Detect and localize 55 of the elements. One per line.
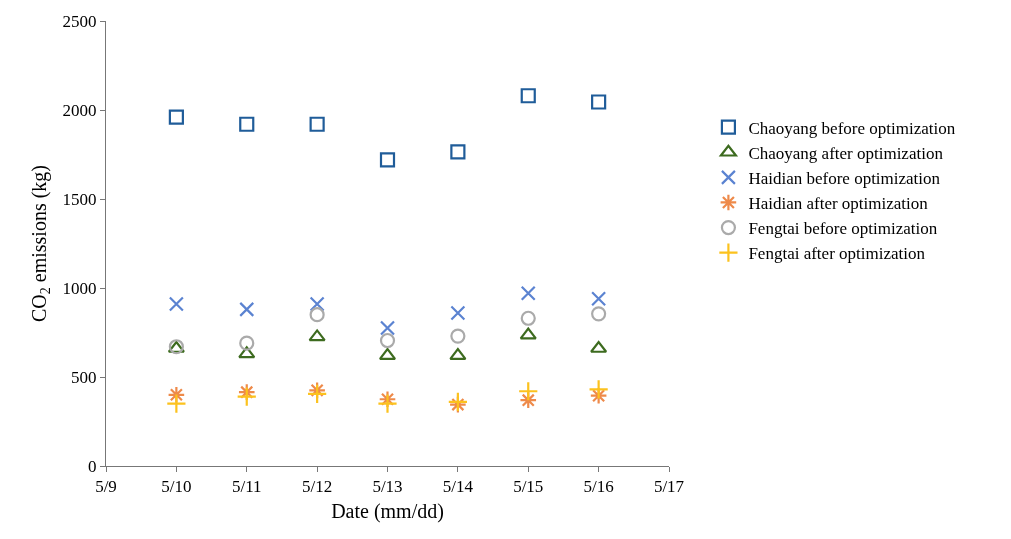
point (518, 381, 539, 402)
point (450, 328, 466, 344)
legend-label: Haidian before optimization (748, 168, 941, 188)
y-tick-label: 1000 (62, 278, 97, 298)
point (379, 332, 396, 349)
point (588, 379, 609, 400)
point (308, 381, 327, 400)
x-tick-label: 5/10 (161, 477, 192, 497)
point (519, 327, 537, 340)
x-axis-title: Date (mm/dd) (331, 499, 444, 523)
point (236, 386, 257, 407)
point (238, 346, 256, 359)
point (239, 335, 255, 351)
y-tick-label: 500 (71, 367, 97, 387)
x-tick-label: 5/17 (653, 477, 685, 497)
point (167, 385, 186, 404)
point (377, 393, 398, 414)
legend-label: Haidian after optimization (748, 194, 929, 214)
legend-label: Fengtai after optimization (748, 244, 926, 264)
point (306, 383, 328, 405)
point (591, 306, 607, 322)
point (591, 94, 607, 110)
x-tick-label: 5/16 (583, 477, 614, 497)
point (168, 109, 184, 125)
point (166, 393, 187, 414)
point (520, 285, 536, 301)
legend-label: Chaoyang before optimization (748, 118, 956, 138)
point (239, 301, 255, 317)
point (168, 296, 184, 312)
x-tick-label: 5/15 (513, 477, 544, 497)
x-tick-label: 5/12 (302, 477, 333, 497)
point (309, 116, 325, 132)
point (379, 320, 396, 336)
point (309, 296, 325, 312)
x-tick-label: 5/9 (95, 477, 117, 497)
point (379, 152, 396, 168)
point (308, 329, 326, 342)
point (450, 144, 466, 160)
point (519, 391, 538, 410)
x-tick-label: 5/14 (442, 477, 474, 497)
point (520, 88, 536, 104)
y-tick-label: 2500 (62, 11, 97, 31)
x-tick-label: 5/11 (231, 477, 262, 497)
x-tick-label: 5/13 (372, 477, 403, 497)
point (591, 291, 607, 307)
point (450, 305, 466, 321)
y-tick-label: 0 (88, 456, 97, 476)
point (520, 310, 536, 326)
point (309, 307, 325, 323)
legend-label: Fengtai before optimization (748, 219, 938, 239)
y-tick-label: 2000 (62, 100, 97, 120)
point (590, 340, 608, 353)
legend-label: Chaoyang after optimization (748, 143, 944, 163)
y-tick-label: 1500 (62, 189, 97, 209)
point (239, 116, 255, 132)
